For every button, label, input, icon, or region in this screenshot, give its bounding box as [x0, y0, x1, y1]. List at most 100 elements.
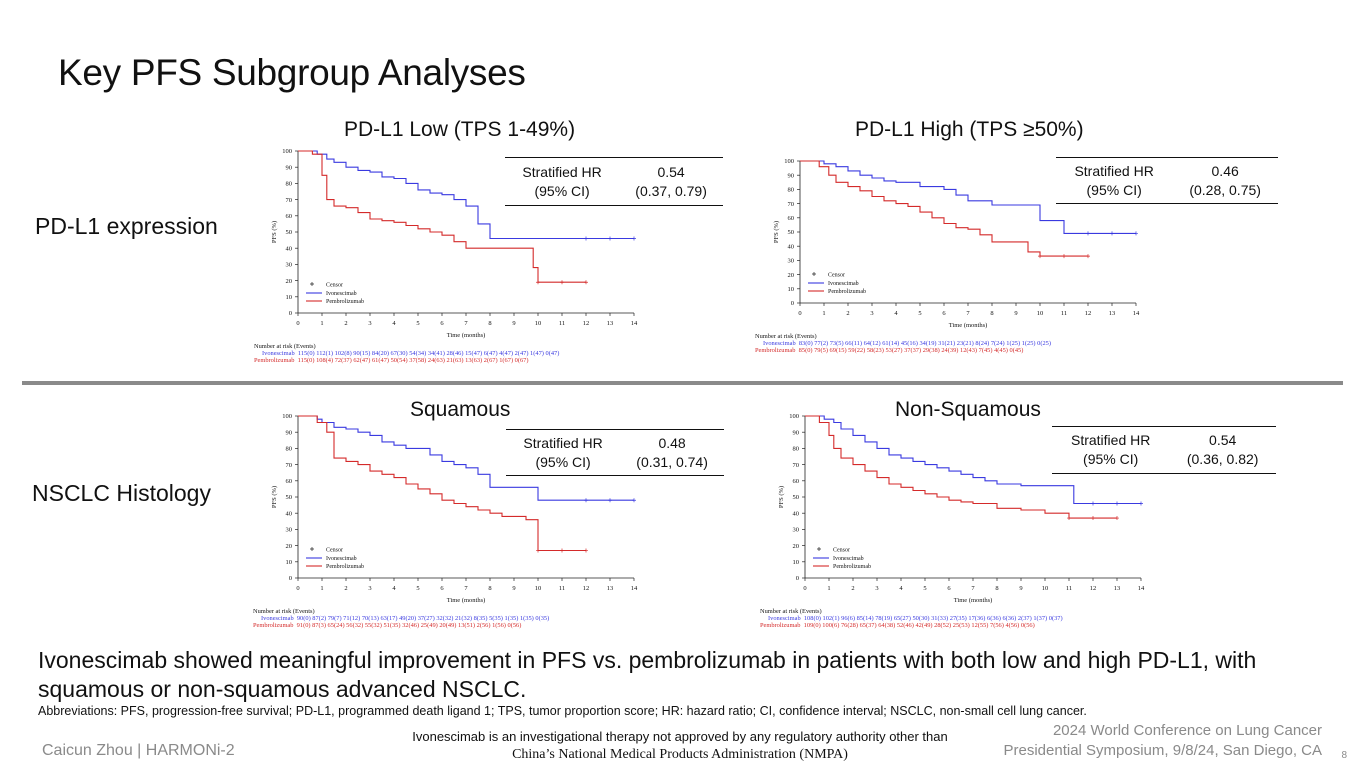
x-tick-label: 11 [1066, 585, 1072, 592]
x-tick-label: 2 [851, 585, 854, 592]
y-tick-label: 50 [286, 229, 293, 236]
x-tick-label: 14 [631, 585, 638, 592]
legend-label: Censor [326, 548, 343, 554]
y-tick-label: 40 [788, 243, 795, 250]
x-axis-label: Time (months) [447, 332, 486, 339]
ci-label: (95% CI) [1083, 451, 1139, 467]
ci-label: (95% CI) [535, 453, 591, 470]
risk-header: Number at risk (Events) [760, 608, 822, 615]
y-tick-label: 90 [286, 429, 293, 436]
legend-label: Censor [326, 283, 343, 289]
x-tick-label: 9 [1019, 585, 1022, 592]
y-axis-label: PFS (%) [271, 221, 278, 243]
x-tick-label: 12 [1090, 585, 1097, 592]
y-tick-label: 60 [286, 478, 293, 485]
y-tick-label: 0 [796, 575, 799, 582]
regulatory-disclaimer: Ivonescimab is an investigational therap… [380, 728, 980, 764]
y-tick-label: 70 [286, 462, 293, 469]
legend-label: Censor [833, 548, 850, 554]
abbreviations: Abbreviations: PFS, progression-free sur… [38, 704, 1087, 718]
km-curve-pembrolizumab [298, 150, 586, 283]
y-tick-label: 50 [286, 494, 293, 501]
x-tick-label: 0 [798, 310, 801, 317]
hr-label: Stratified HR [1070, 432, 1151, 448]
y-tick-label: 40 [793, 510, 800, 517]
y-tick-label: 60 [793, 478, 800, 485]
censor-mark [584, 548, 588, 553]
y-tick-label: 90 [793, 429, 800, 436]
hr-value: 0.54 [1209, 432, 1237, 448]
km-curve-pembrolizumab [298, 415, 586, 552]
x-tick-label: 9 [512, 320, 515, 327]
risk-row-name: Ivonescimab [262, 350, 295, 357]
panel-title-non-squamous: Non-Squamous [895, 398, 1041, 421]
risk-table-pdl1-high: Number at risk (Events) Ivonescimab 83(0… [755, 333, 1051, 354]
x-tick-label: 0 [803, 585, 806, 592]
x-tick-label: 3 [870, 310, 873, 317]
hr-value: 0.48 [658, 434, 686, 451]
x-tick-label: 9 [512, 585, 515, 592]
y-tick-label: 100 [282, 413, 292, 420]
x-tick-label: 9 [1014, 310, 1017, 317]
conference-footer: 2024 World Conference on Lung Cancer Pre… [1004, 721, 1323, 761]
x-tick-label: 11 [1061, 310, 1067, 317]
y-tick-label: 50 [788, 229, 795, 236]
risk-row-values: 115(0) 108(4) 72(37) 62(47) 61(47) 50(54… [297, 357, 529, 364]
y-tick-label: 70 [788, 201, 795, 208]
censor-mark [632, 236, 636, 241]
panel-title-pdl1-high: PD-L1 High (TPS ≥50%) [855, 118, 1084, 141]
x-tick-label: 8 [995, 585, 998, 592]
hr-label: Stratified HR [522, 163, 602, 180]
censor-mark [1115, 501, 1119, 506]
legend-label: Pembrolizumab [326, 299, 364, 305]
conclusion-text: Ivonescimab showed meaningful improvemen… [38, 647, 1257, 702]
y-tick-label: 100 [282, 148, 292, 155]
row-label-pdl1: PD-L1 expression [35, 213, 218, 239]
legend-label: Pembrolizumab [828, 289, 866, 295]
x-tick-label: 8 [488, 585, 491, 592]
x-tick-label: 8 [990, 310, 993, 317]
y-tick-label: 0 [289, 310, 292, 317]
legend-censor-symbol [812, 272, 816, 276]
risk-row-values: 108(0) 102(1) 96(6) 85(14) 78(19) 65(27)… [803, 615, 1063, 622]
risk-row-name: Pembrolizumab [253, 622, 294, 629]
x-tick-label: 6 [440, 585, 444, 592]
risk-row-values: 91(0) 87(3) 65(24) 56(32) 55(32) 51(35) … [296, 622, 522, 629]
slide-title: Key PFS Subgroup Analyses [58, 52, 526, 93]
km-curve-ivonescimab [298, 415, 634, 501]
x-tick-label: 1 [822, 310, 825, 317]
km-curve-ivonescimab [805, 415, 1141, 505]
y-tick-label: 90 [286, 164, 293, 171]
risk-row-name: Ivonescimab [768, 615, 801, 622]
y-tick-label: 10 [793, 559, 800, 566]
y-tick-label: 100 [784, 158, 794, 165]
x-tick-label: 6 [942, 310, 946, 317]
y-tick-label: 10 [286, 559, 293, 566]
hr-value: 0.46 [1211, 162, 1239, 179]
y-axis-label: PFS (%) [773, 221, 780, 243]
y-tick-label: 100 [789, 413, 799, 420]
y-tick-label: 20 [286, 543, 293, 550]
risk-row-name: Pembrolizumab [755, 347, 796, 354]
censor-mark [536, 548, 540, 553]
x-tick-label: 1 [320, 585, 323, 592]
x-tick-label: 5 [918, 310, 921, 317]
y-tick-label: 30 [286, 262, 293, 269]
y-tick-label: 70 [793, 462, 800, 469]
censor-mark [608, 498, 612, 503]
km-curve-pembrolizumab [800, 160, 1088, 257]
conference-line-1: 2024 World Conference on Lung Cancer [1052, 722, 1322, 739]
x-tick-label: 1 [320, 320, 323, 327]
y-tick-label: 0 [791, 300, 794, 307]
legend-label: Ivonescimab [833, 556, 864, 562]
section-divider [22, 381, 1343, 385]
x-tick-label: 14 [1138, 585, 1145, 592]
x-tick-label: 5 [416, 585, 419, 592]
presenter-footer: Caicun Zhou | HARMONi-2 [42, 742, 235, 759]
risk-header: Number at risk (Events) [254, 343, 316, 350]
risk-row-name: Ivonescimab [261, 615, 294, 622]
hr-box-non-squamous: Stratified HR (95% CI) 0.54 (0.36, 0.82) [1052, 426, 1276, 474]
y-tick-label: 50 [793, 494, 800, 501]
x-tick-label: 0 [296, 320, 299, 327]
